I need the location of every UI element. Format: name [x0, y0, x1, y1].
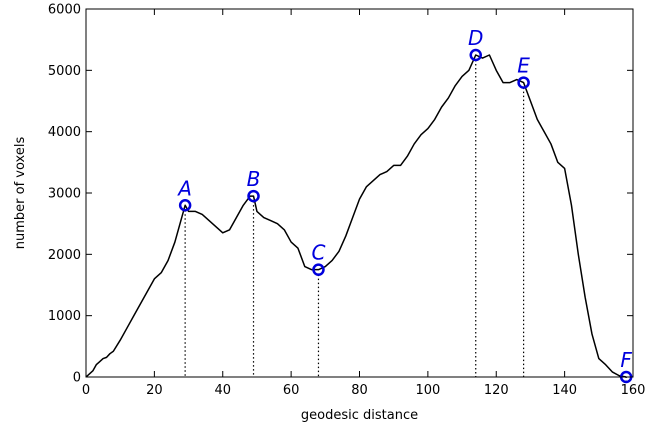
x-tick-label: 80: [351, 383, 368, 398]
y-axis-ticks: 0 1000 2000 3000 4000 5000 6000: [48, 3, 633, 386]
point-label: F: [620, 348, 632, 372]
y-tick-label: 3000: [48, 187, 81, 202]
x-tick-label: 100: [415, 383, 440, 398]
point-label: B: [247, 167, 261, 191]
x-tick-label: 20: [146, 383, 163, 398]
y-tick-label: 0: [73, 371, 81, 386]
x-tick-label: 120: [484, 383, 509, 398]
point-label: A: [176, 176, 192, 200]
point-marker: [312, 263, 325, 276]
drop-lines: [184, 60, 627, 382]
x-tick-label: 40: [214, 383, 231, 398]
point-label: D: [468, 26, 483, 50]
point-marker: [469, 48, 482, 62]
x-tick-label: 60: [283, 383, 300, 398]
x-axis-ticks: 0 20 40 60 80 100 120 140 160: [82, 9, 646, 398]
plot-area: [86, 9, 633, 377]
point-label: C: [311, 241, 325, 265]
x-axis-label: geodesic distance: [301, 408, 418, 423]
point-labels: A B C D E F: [176, 26, 632, 372]
x-tick-label: 0: [82, 383, 90, 398]
x-tick-label: 140: [552, 383, 577, 398]
point-marker: [178, 199, 192, 212]
y-tick-label: 6000: [48, 3, 81, 18]
x-tick-label: 160: [621, 383, 646, 398]
series-line: [85, 54, 627, 378]
y-tick-label: 4000: [48, 125, 81, 140]
point-label: E: [517, 54, 530, 78]
y-tick-label: 1000: [48, 309, 81, 324]
y-tick-label: 5000: [48, 64, 81, 79]
y-axis-label: number of voxels: [13, 137, 28, 250]
point-marker: [517, 76, 530, 89]
y-tick-label: 2000: [48, 248, 81, 263]
point-marker: [247, 189, 260, 203]
